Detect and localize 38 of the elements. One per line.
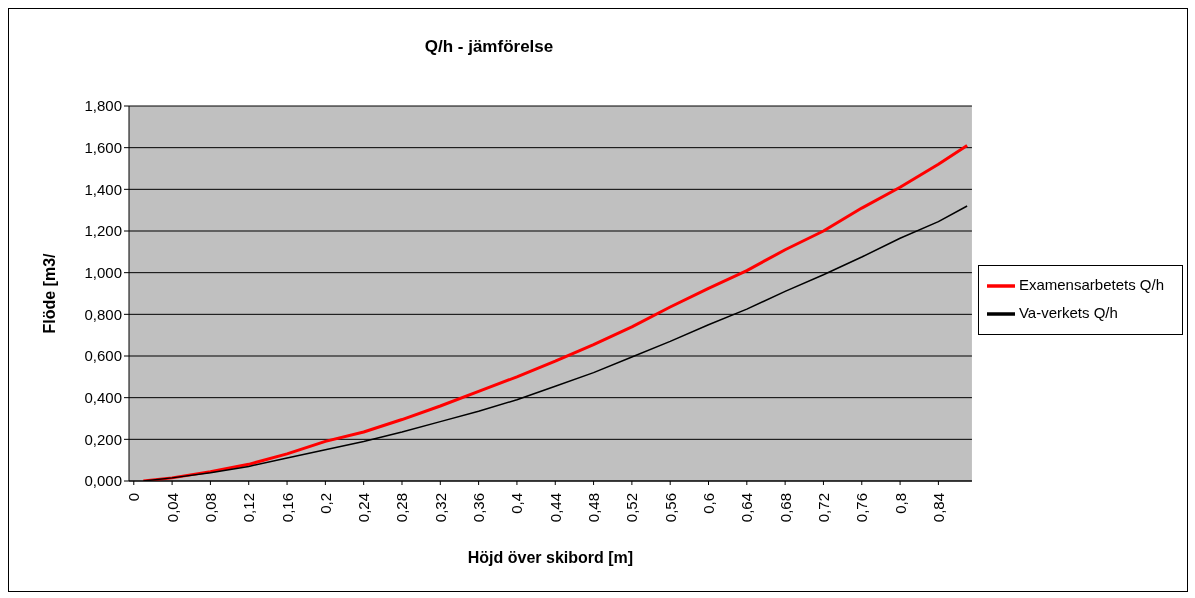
x-tick-label: 0,08 bbox=[201, 493, 219, 523]
y-tick-label: 1,600 bbox=[84, 138, 122, 156]
x-tick-label: 0,48 bbox=[585, 493, 603, 523]
x-tick-label: 0,68 bbox=[776, 493, 794, 523]
y-tick-label: 0,200 bbox=[84, 430, 122, 448]
x-tick-label: 0,84 bbox=[929, 493, 947, 523]
x-tick-label: 0,64 bbox=[738, 493, 756, 523]
x-tick-label: 0,44 bbox=[546, 493, 564, 523]
x-tick-label: 0,24 bbox=[355, 493, 373, 523]
x-tick-label: 0,6 bbox=[700, 493, 718, 514]
x-tick-label: 0 bbox=[125, 493, 143, 502]
y-tick-label: 1,000 bbox=[84, 263, 122, 281]
x-tick-label: 0,52 bbox=[623, 493, 641, 523]
x-tick-label: 0,12 bbox=[240, 493, 258, 523]
y-tick-label: 1,400 bbox=[84, 180, 122, 198]
x-tick-label: 0,2 bbox=[316, 493, 334, 514]
x-tick-label: 0,4 bbox=[508, 493, 526, 514]
legend-label: Va-verkets Q/h bbox=[1018, 303, 1118, 321]
x-tick-label: 0,8 bbox=[891, 493, 909, 514]
y-tick-label: 0,600 bbox=[84, 347, 122, 365]
y-tick-label: 0,000 bbox=[84, 472, 122, 490]
x-tick-label: 0,72 bbox=[814, 493, 832, 523]
y-tick-label: 0,400 bbox=[84, 388, 122, 406]
legend-label: Examensarbetets Q/h bbox=[1018, 275, 1164, 293]
chart-title: Q/h - jämförelse bbox=[423, 37, 555, 57]
x-tick-label: 0,56 bbox=[661, 493, 679, 523]
x-tick-label: 0,28 bbox=[393, 493, 411, 523]
x-tick-label: 0,32 bbox=[431, 493, 449, 523]
line-series bbox=[141, 144, 969, 481]
x-tick-label: 0,04 bbox=[163, 493, 181, 523]
y-axis-title: Flöde [m3/ bbox=[40, 252, 58, 334]
x-tick-label: 0,16 bbox=[278, 493, 296, 523]
y-tick-label: 1,800 bbox=[84, 97, 122, 115]
x-axis-title: Höjd över skibord [m] bbox=[467, 549, 634, 566]
x-tick-label: 0,36 bbox=[470, 493, 488, 523]
y-tick-label: 0,800 bbox=[84, 305, 122, 323]
x-tick-label: 0,76 bbox=[853, 493, 871, 523]
y-tick-label: 1,200 bbox=[84, 222, 122, 240]
